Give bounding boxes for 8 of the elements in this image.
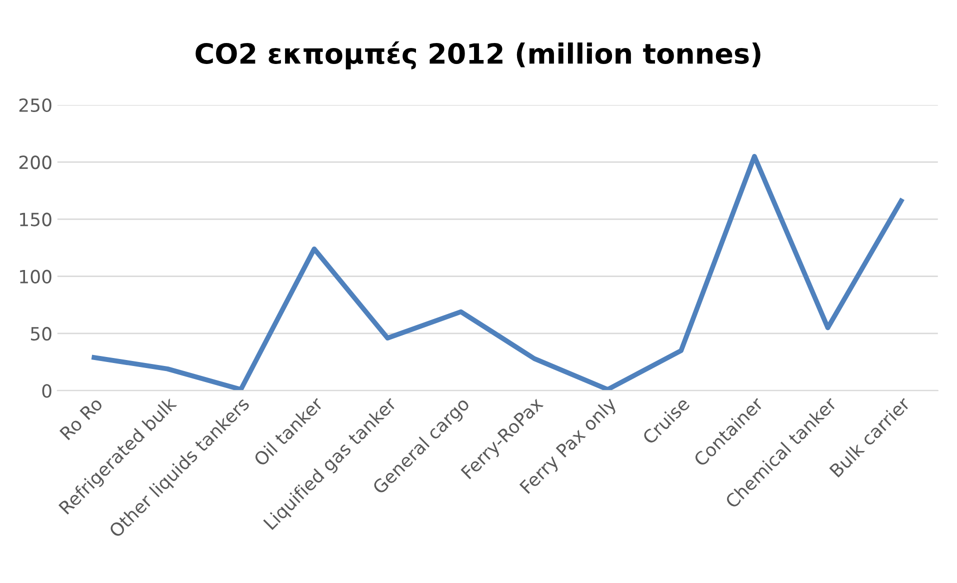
y-tick-label: 200 <box>19 156 52 170</box>
y-tick-label: 0 <box>42 384 52 398</box>
y-tick-label: 250 <box>19 98 52 112</box>
line-series <box>92 154 904 391</box>
y-tick-label: 100 <box>20 270 52 284</box>
y-tick-label: 150 <box>20 212 52 226</box>
chart-title: CO2 εκπομπές 2012 (million tonnes) <box>196 41 760 70</box>
y-tick-label: 50 <box>30 326 52 341</box>
